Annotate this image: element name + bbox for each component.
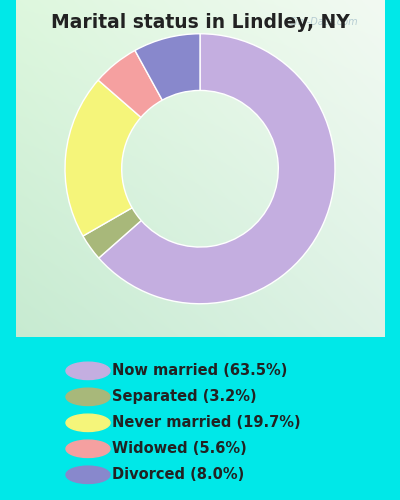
Wedge shape — [99, 34, 335, 303]
Circle shape — [66, 440, 110, 458]
Text: Never married (19.7%): Never married (19.7%) — [112, 416, 301, 430]
Text: Divorced (8.0%): Divorced (8.0%) — [112, 468, 244, 482]
Circle shape — [66, 362, 110, 380]
Circle shape — [66, 414, 110, 432]
Circle shape — [66, 466, 110, 483]
Text: Separated (3.2%): Separated (3.2%) — [112, 390, 257, 404]
Text: Widowed (5.6%): Widowed (5.6%) — [112, 442, 247, 456]
Wedge shape — [98, 50, 162, 117]
Wedge shape — [135, 34, 200, 100]
Wedge shape — [65, 80, 141, 236]
Text: City-Data.com: City-Data.com — [289, 17, 359, 27]
Circle shape — [66, 388, 110, 406]
Wedge shape — [83, 208, 141, 258]
Text: Now married (63.5%): Now married (63.5%) — [112, 364, 287, 378]
Text: Marital status in Lindley, NY: Marital status in Lindley, NY — [51, 12, 349, 32]
